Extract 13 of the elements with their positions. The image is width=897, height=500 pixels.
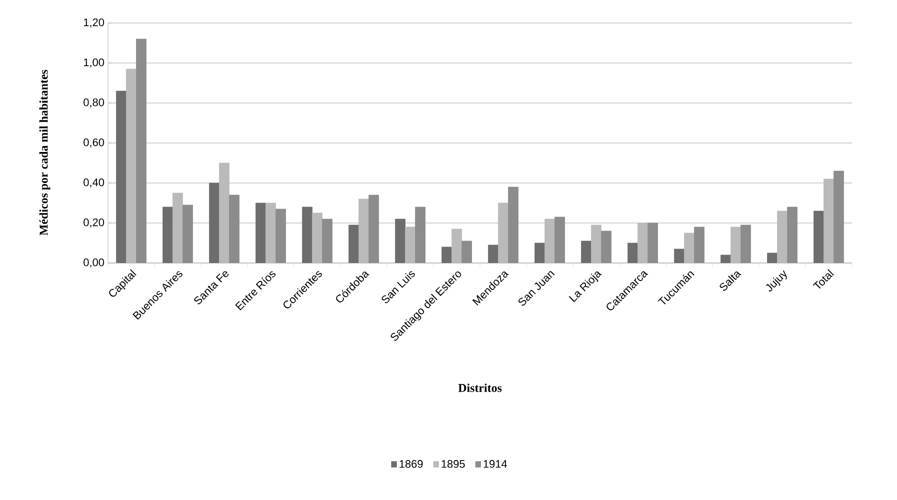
y-tick-label: 0,60 [84,138,104,148]
y-tick-label: 1,20 [84,18,104,28]
legend-label: 1914 [484,460,507,468]
y-axis-title: Médicos por cada mil habitantes [39,70,50,236]
y-tick-label: 0,20 [84,218,104,228]
x-axis-title: Distritos [458,384,502,392]
y-tick-label: 0,00 [84,258,104,268]
legend-label: 1895 [442,460,465,468]
y-tick-label: 1,00 [84,58,104,68]
x-tick-label: San Luis [382,271,415,304]
y-tick-label: 0,40 [84,178,104,188]
legend-label: 1869 [400,460,423,468]
y-tick-label: 0,80 [84,98,104,108]
